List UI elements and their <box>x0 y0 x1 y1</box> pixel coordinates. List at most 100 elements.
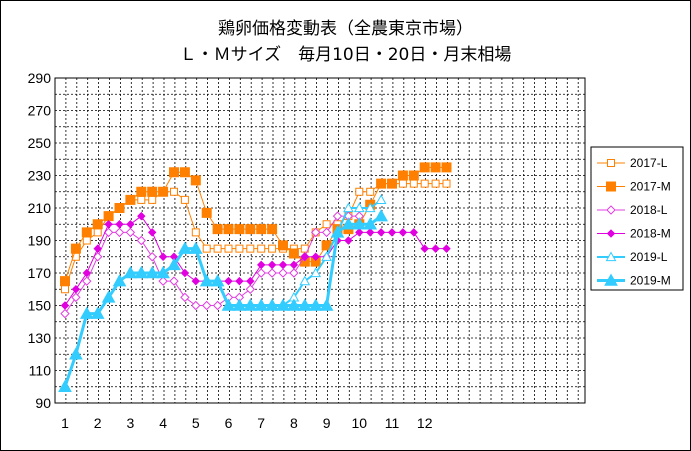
data-point <box>321 227 332 238</box>
data-point <box>310 267 322 278</box>
x-tick-label: 3 <box>127 415 135 431</box>
data-point <box>363 217 378 230</box>
data-point <box>341 217 356 230</box>
x-tick-label: 2 <box>94 415 102 431</box>
data-point <box>330 225 345 238</box>
data-point <box>82 268 92 278</box>
legend-box <box>590 146 684 291</box>
legend-item: 2017-L <box>597 156 668 170</box>
legend-item: 2017-M <box>597 180 671 194</box>
data-point <box>134 265 149 279</box>
data-point <box>191 228 200 237</box>
data-point <box>352 217 367 230</box>
data-point <box>310 227 321 238</box>
data-point <box>321 251 332 261</box>
x-tick-label: 10 <box>352 415 368 431</box>
legend-label: 2019-M <box>630 274 671 288</box>
chart-subtitle: Ｌ・Ｍサイズ 毎月10日・20日・月末相場 <box>179 45 512 65</box>
data-point <box>191 276 201 286</box>
data-point <box>430 162 441 173</box>
data-point <box>82 236 91 245</box>
data-point <box>355 228 364 237</box>
x-tick-label: 9 <box>323 415 331 431</box>
data-point <box>147 228 157 237</box>
y-tick-label: 190 <box>28 233 52 249</box>
data-point <box>442 179 451 188</box>
legend-marker <box>606 181 616 192</box>
data-point <box>101 290 116 303</box>
data-point <box>257 244 266 253</box>
data-point <box>179 167 190 178</box>
data-point <box>431 244 440 253</box>
legend-label: 2017-M <box>630 180 671 194</box>
data-point <box>300 252 310 261</box>
y-tick-label: 110 <box>29 363 52 379</box>
x-tick-label: 5 <box>192 415 200 431</box>
data-point <box>156 265 170 279</box>
y-tick-label: 170 <box>28 265 52 281</box>
data-point <box>442 244 451 253</box>
data-point <box>374 209 388 222</box>
data-point <box>69 347 83 360</box>
series-2019-M <box>58 209 388 393</box>
series-line <box>64 215 360 314</box>
data-point <box>212 224 223 235</box>
data-point <box>213 244 222 253</box>
data-point <box>170 187 178 196</box>
x-tick-label: 11 <box>385 415 400 431</box>
legend-marker <box>607 159 615 167</box>
data-point <box>212 300 223 311</box>
data-point <box>246 276 255 286</box>
data-point <box>223 224 234 235</box>
data-point <box>145 265 160 279</box>
data-point <box>190 175 201 186</box>
data-point <box>180 292 190 303</box>
data-point <box>224 276 233 286</box>
data-point <box>114 227 125 238</box>
data-point <box>265 298 279 311</box>
data-point <box>104 220 113 229</box>
data-point <box>79 306 94 319</box>
data-point <box>92 219 103 230</box>
data-point <box>71 292 81 303</box>
legend-item: 2018-M <box>597 227 671 241</box>
y-tick-label: 290 <box>28 70 52 86</box>
data-point <box>169 276 179 286</box>
data-point <box>267 268 277 278</box>
y-tick-label: 250 <box>28 135 52 151</box>
data-point <box>103 211 114 222</box>
data-point <box>178 241 192 254</box>
x-tick-label: 8 <box>290 415 298 431</box>
data-point <box>180 268 190 278</box>
data-point <box>114 203 125 213</box>
chart-grid <box>54 77 586 404</box>
data-point <box>355 187 364 196</box>
data-point <box>344 236 353 245</box>
data-point <box>93 244 102 253</box>
data-point <box>364 202 376 213</box>
x-tick-label: 12 <box>417 415 433 431</box>
data-point <box>299 275 311 286</box>
data-point <box>322 220 331 229</box>
data-point <box>71 285 81 294</box>
data-point <box>398 179 407 188</box>
data-point <box>93 228 102 237</box>
data-point <box>169 167 179 178</box>
data-point <box>158 276 168 286</box>
chart-title: 鶏卵価格変動表（全農東京市場） <box>218 19 473 39</box>
data-point <box>387 228 397 237</box>
data-point <box>319 298 334 311</box>
data-point <box>136 235 147 246</box>
data-point <box>441 162 452 173</box>
data-point <box>201 207 212 218</box>
data-point <box>276 298 290 311</box>
legend: 2017-L 2017-M 2018-L 2018-M 2019-L 2019-M <box>590 146 684 291</box>
data-point <box>254 298 269 311</box>
data-point <box>288 248 299 259</box>
legend-label: 2019-L <box>630 250 668 264</box>
data-point <box>409 228 419 237</box>
data-point <box>147 252 157 262</box>
data-point <box>353 202 365 213</box>
